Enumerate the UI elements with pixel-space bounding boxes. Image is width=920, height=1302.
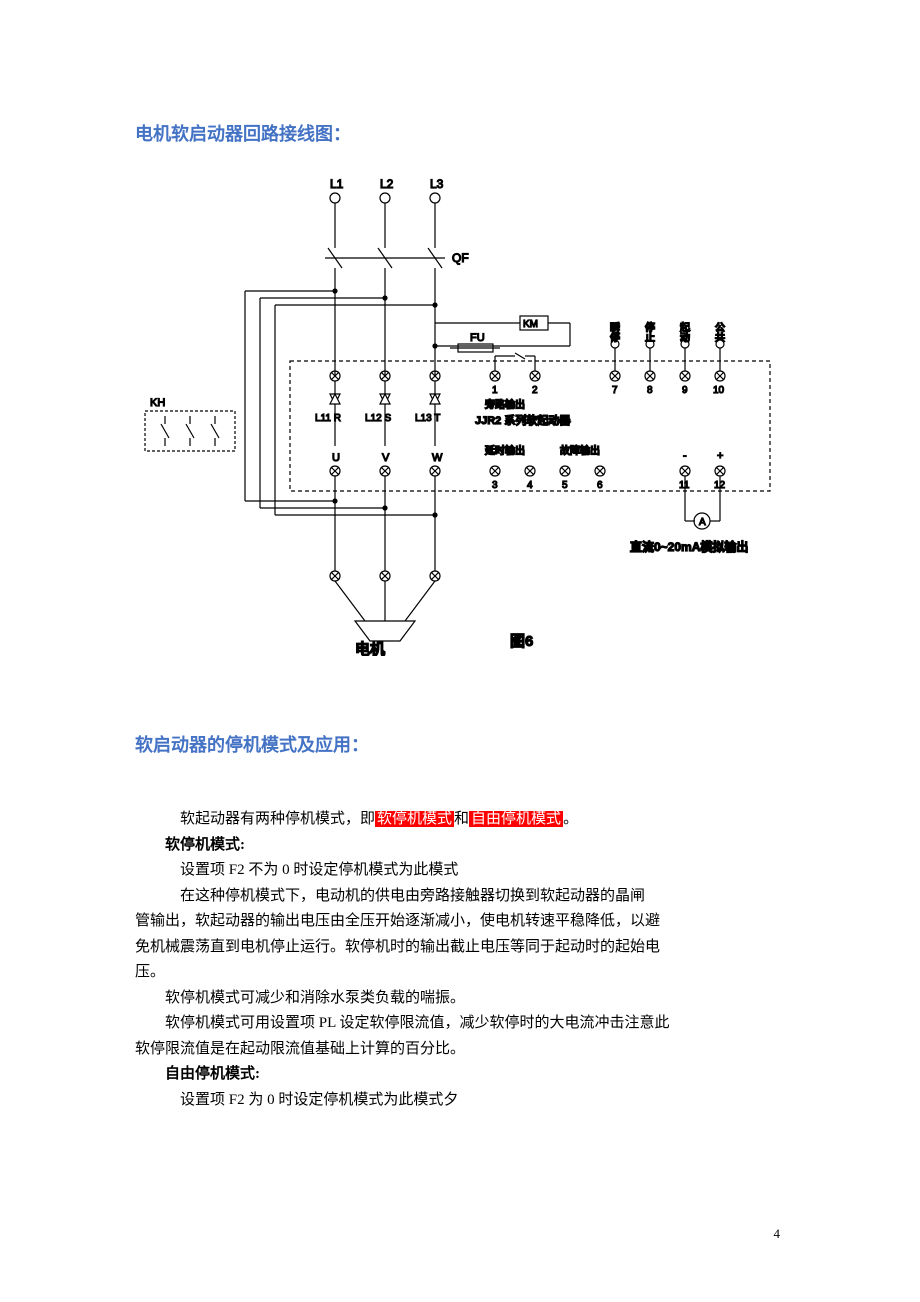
label-plus: + — [717, 450, 723, 462]
term-4: 4 — [527, 480, 533, 491]
intro-and: 和 — [454, 811, 469, 827]
label-a: A — [699, 517, 706, 528]
btn3b: 动 — [680, 331, 690, 344]
label-motor: 电机 — [355, 640, 385, 656]
btn2b: 止 — [645, 331, 655, 344]
label-bypass: 旁路输出 — [484, 398, 525, 411]
label-km: KM — [523, 319, 538, 330]
label-analog: 直流0~20mA模拟输出 — [630, 539, 748, 554]
label-delay: 延时输出 — [484, 444, 525, 457]
circuit-svg: L1 L2 L3 QF KM FU — [140, 176, 780, 656]
wiring-diagram: L1 L2 L3 QF KM FU — [140, 176, 780, 661]
page-number: 4 — [774, 1226, 781, 1242]
label-l1: L1 — [330, 177, 344, 191]
label-minus: - — [683, 450, 687, 462]
term-2: 2 — [532, 385, 538, 396]
p4b: 软停限流值是在起动限流值基础上计算的百分比。 — [135, 1037, 785, 1063]
label-fig: 图6 — [510, 633, 533, 650]
term-5: 5 — [562, 480, 568, 491]
heading-wiring-diagram: 电机软启动器回路接线图： — [135, 120, 785, 146]
intro-line: 软起动器有两种停机模式，即软停机模式和自由停机模式。 — [135, 807, 785, 833]
p2a: 在这种停机模式下，电动机的供电由旁路接触器切换到软起动器的晶闸 — [135, 884, 785, 910]
label-fault: 故障输出 — [560, 444, 600, 457]
highlight-free-stop: 自由停机模式 — [469, 811, 563, 827]
highlight-soft-stop: 软停机模式 — [375, 811, 454, 827]
term-6: 6 — [597, 480, 603, 491]
label-v: V — [382, 452, 390, 464]
btn1b: 停 — [610, 331, 620, 344]
p3: 软停机模式可减少和消除水泵类负载的喘振。 — [135, 986, 785, 1012]
p5: 设置项 F2 为 0 时设定停机模式为此模式夕 — [135, 1088, 785, 1114]
term-8: 8 — [647, 385, 653, 396]
label-kh: KH — [150, 397, 165, 409]
intro-prefix: 软起动器有两种停机模式，即 — [180, 811, 375, 827]
term-3: 3 — [492, 480, 498, 491]
label-l3: L3 — [430, 177, 444, 191]
btn4b: 共 — [715, 331, 725, 344]
label-l12s: L12 S — [365, 413, 391, 424]
sub-free-stop: 自由停机模式: — [135, 1062, 785, 1088]
sub-soft-stop: 软停机模式: — [135, 833, 785, 859]
term-1: 1 — [492, 385, 498, 396]
label-qf: QF — [452, 251, 469, 265]
term-9: 9 — [682, 385, 688, 396]
p2d: 压。 — [135, 960, 785, 986]
intro-period: 。 — [563, 811, 578, 827]
label-l11r: L11 R — [315, 413, 341, 424]
p1: 设置项 F2 不为 0 时设定停机模式为此模式 — [135, 858, 785, 884]
label-l2: L2 — [380, 177, 394, 191]
p4a: 软停机模式可用设置项 PL 设定软停限流值，减少软停时的大电流冲击注意此 — [135, 1011, 785, 1037]
label-w: W — [432, 452, 443, 464]
label-fu: FU — [470, 332, 485, 344]
heading-stop-modes: 软启动器的停机模式及应用： — [135, 731, 785, 757]
term-7: 7 — [612, 385, 618, 396]
label-l13t: L13 T — [415, 413, 440, 424]
label-series: JJR2 系列软起动器 — [475, 413, 571, 427]
p2c: 免机械震荡直到电机停止运行。软停机时的输出截止电压等同于起动时的起始电 — [135, 935, 785, 961]
p2b: 管输出，软起动器的输出电压由全压开始逐渐减小，使电机转速平稳降低，以避 — [135, 909, 785, 935]
label-u: U — [332, 452, 340, 464]
term-10: 10 — [713, 385, 725, 396]
body-content: 软起动器有两种停机模式，即软停机模式和自由停机模式。 软停机模式: 设置项 F2… — [135, 807, 785, 1113]
